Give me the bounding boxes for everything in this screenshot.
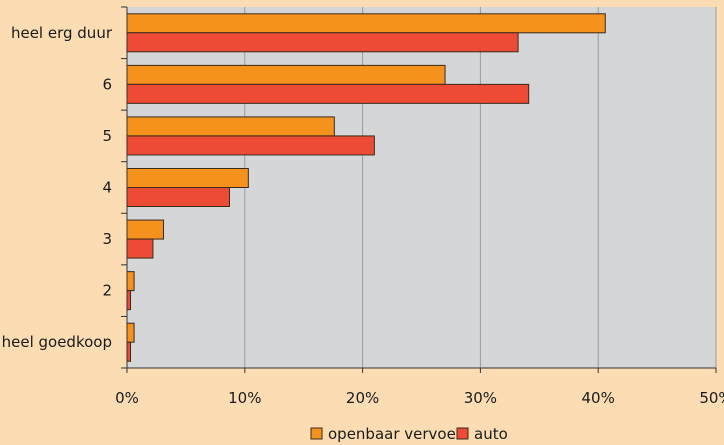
legend: openbaar vervoer auto — [310, 425, 508, 443]
category-labels: heel erg duur 6 5 4 3 2 heel goedkoop — [2, 24, 113, 351]
category-label: heel goedkoop — [2, 333, 112, 351]
bar — [126, 135, 375, 156]
category-label: 4 — [102, 179, 112, 197]
bar — [126, 271, 135, 292]
bar — [126, 290, 132, 311]
x-tick-label: 40% — [582, 389, 615, 407]
bar — [126, 32, 519, 53]
legend-swatch — [310, 427, 323, 440]
axis-ticks — [121, 6, 717, 373]
bar — [126, 116, 335, 137]
x-tick-label: 50% — [699, 389, 724, 407]
bars — [126, 13, 606, 362]
category-label: 3 — [102, 230, 112, 248]
x-tick-labels: 0% 10% 20% 30% 40% 50% — [115, 389, 724, 407]
x-tick-label: 30% — [464, 389, 497, 407]
x-tick-label: 0% — [115, 389, 139, 407]
category-label: 2 — [102, 282, 112, 300]
category-label: 5 — [102, 127, 112, 145]
bar — [126, 64, 446, 85]
bar — [126, 168, 249, 188]
category-label: 6 — [102, 75, 112, 93]
bar — [126, 341, 132, 362]
bar — [126, 13, 606, 34]
bar — [126, 322, 135, 343]
legend-label: auto — [474, 425, 508, 443]
bar — [126, 187, 230, 207]
category-label: heel erg duur — [11, 24, 113, 42]
legend-label: openbaar vervoer — [328, 425, 463, 443]
bar — [126, 238, 154, 259]
x-tick-label: 10% — [228, 389, 261, 407]
bar — [126, 219, 165, 240]
x-tick-label: 20% — [346, 389, 379, 407]
bar — [126, 83, 530, 104]
legend-swatch — [456, 427, 469, 440]
